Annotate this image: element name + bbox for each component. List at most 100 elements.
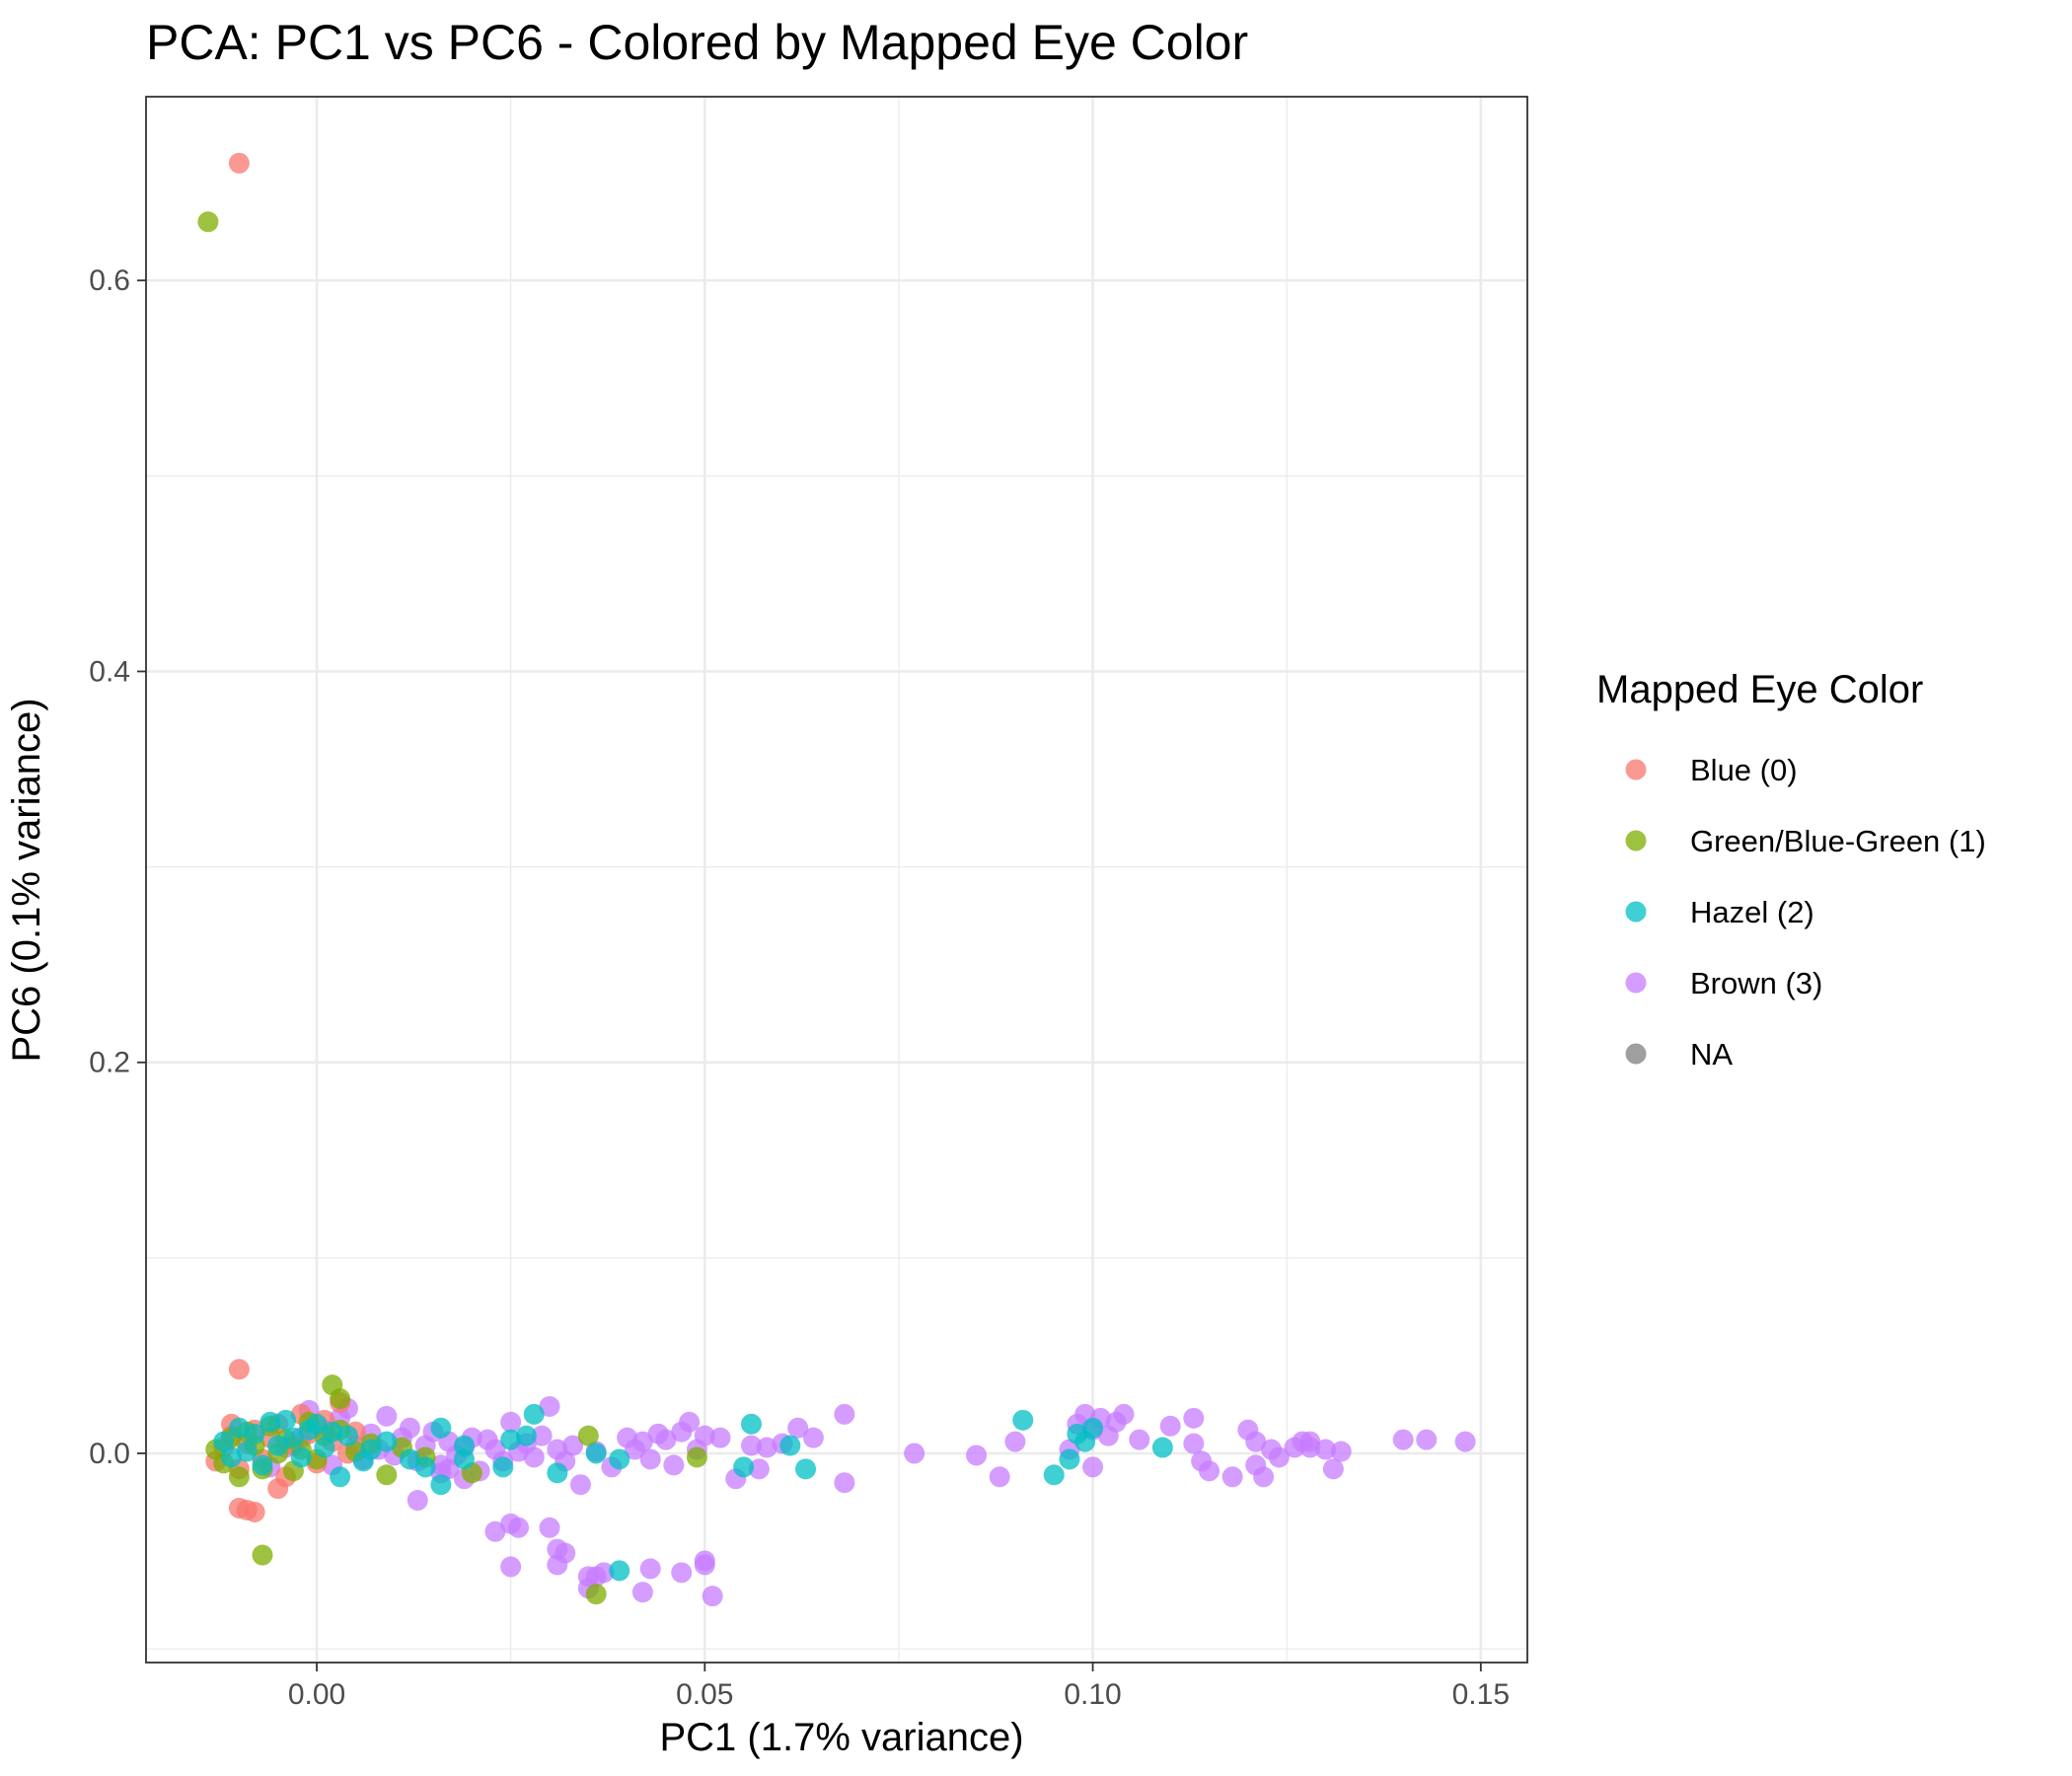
data-point	[756, 1437, 777, 1458]
legend-key	[1625, 759, 1647, 780]
data-point	[244, 1501, 265, 1522]
data-point	[438, 1458, 460, 1480]
data-point	[252, 1454, 273, 1476]
data-point	[585, 1566, 607, 1588]
legend-key	[1625, 972, 1647, 994]
data-point	[989, 1466, 1010, 1488]
data-point	[1268, 1446, 1290, 1468]
data-point	[1082, 1456, 1104, 1478]
data-point	[639, 1448, 661, 1470]
x-tick-label: 0.10	[1064, 1678, 1121, 1711]
data-point	[547, 1462, 568, 1484]
data-point	[834, 1472, 855, 1494]
data-point	[639, 1558, 661, 1580]
data-point	[1183, 1433, 1205, 1454]
data-point	[631, 1582, 653, 1603]
data-point	[376, 1464, 398, 1486]
data-point	[197, 211, 219, 233]
data-point	[663, 1454, 685, 1476]
data-point	[244, 1423, 265, 1444]
data-point	[740, 1413, 762, 1435]
data-point	[569, 1474, 591, 1496]
data-point	[547, 1554, 568, 1576]
panel-border	[145, 96, 1528, 1664]
data-point	[1199, 1460, 1221, 1482]
data-point	[508, 1517, 530, 1538]
data-point	[275, 1409, 297, 1431]
data-point	[585, 1584, 607, 1605]
data-point	[694, 1425, 715, 1446]
data-point	[453, 1448, 475, 1470]
data-point	[399, 1448, 420, 1470]
data-point	[330, 1388, 351, 1410]
legend-label: Blue (0)	[1690, 753, 1798, 787]
y-axis: 0.0 0.2 0.4 0.6	[89, 264, 146, 1470]
data-points	[197, 152, 1476, 1607]
data-point	[802, 1427, 824, 1448]
data-point	[609, 1448, 630, 1470]
data-point	[252, 1544, 273, 1566]
data-point	[414, 1456, 436, 1478]
data-point	[492, 1456, 514, 1478]
data-point	[259, 1411, 281, 1433]
data-point	[376, 1405, 398, 1427]
legend-key	[1625, 1043, 1647, 1065]
data-point	[1245, 1431, 1267, 1452]
data-point	[779, 1435, 801, 1456]
data-point	[314, 1437, 335, 1458]
data-point	[609, 1560, 630, 1582]
data-point	[1315, 1439, 1337, 1460]
data-point	[500, 1429, 522, 1450]
legend-title: Mapped Eye Color	[1596, 668, 1923, 711]
data-point	[1330, 1441, 1352, 1462]
data-point	[290, 1446, 312, 1468]
chart-title: PCA: PC1 vs PC6 - Colored by Mapped Eye …	[146, 15, 1248, 70]
data-point	[523, 1403, 545, 1425]
data-point	[228, 1466, 250, 1488]
data-point	[306, 1413, 328, 1435]
data-point	[679, 1411, 701, 1433]
legend-label: NA	[1690, 1037, 1733, 1072]
data-point	[430, 1417, 452, 1439]
data-point	[515, 1425, 537, 1446]
data-point	[1322, 1458, 1344, 1480]
data-point	[1299, 1437, 1321, 1458]
data-point	[904, 1443, 925, 1464]
legend-label: Green/Blue-Green (1)	[1690, 824, 1986, 858]
data-point	[1151, 1437, 1173, 1458]
data-point	[1059, 1448, 1080, 1470]
data-point	[709, 1427, 731, 1448]
data-point	[282, 1427, 304, 1448]
data-point	[1416, 1429, 1438, 1450]
data-point	[702, 1586, 723, 1607]
data-point	[407, 1490, 428, 1512]
data-point	[322, 1421, 343, 1443]
data-point	[228, 1417, 250, 1439]
data-point	[1129, 1429, 1150, 1450]
data-point	[267, 1435, 289, 1456]
data-point	[500, 1556, 522, 1578]
data-point	[484, 1520, 506, 1542]
data-point	[330, 1466, 351, 1488]
data-point	[1043, 1464, 1065, 1486]
data-point	[1221, 1466, 1243, 1488]
x-tick-label: 0.05	[676, 1678, 733, 1711]
data-point	[267, 1478, 289, 1500]
data-point	[399, 1417, 420, 1439]
data-point	[1183, 1407, 1205, 1429]
y-axis-title: PC6 (0.1% variance)	[5, 698, 48, 1062]
data-point	[1392, 1429, 1414, 1450]
x-tick-label: 0.15	[1452, 1678, 1510, 1711]
grid-lines	[146, 97, 1527, 1663]
panel-background	[146, 97, 1527, 1663]
data-point	[500, 1411, 522, 1433]
legend-key	[1625, 830, 1647, 851]
data-point	[539, 1395, 560, 1417]
legend-items: Blue (0) Green/Blue-Green (1) Hazel (2) Bro…	[1625, 753, 1986, 1072]
data-point	[795, 1458, 817, 1480]
data-point	[221, 1446, 243, 1468]
plot-area	[145, 96, 1528, 1664]
data-point	[236, 1441, 258, 1462]
data-point	[539, 1517, 560, 1538]
